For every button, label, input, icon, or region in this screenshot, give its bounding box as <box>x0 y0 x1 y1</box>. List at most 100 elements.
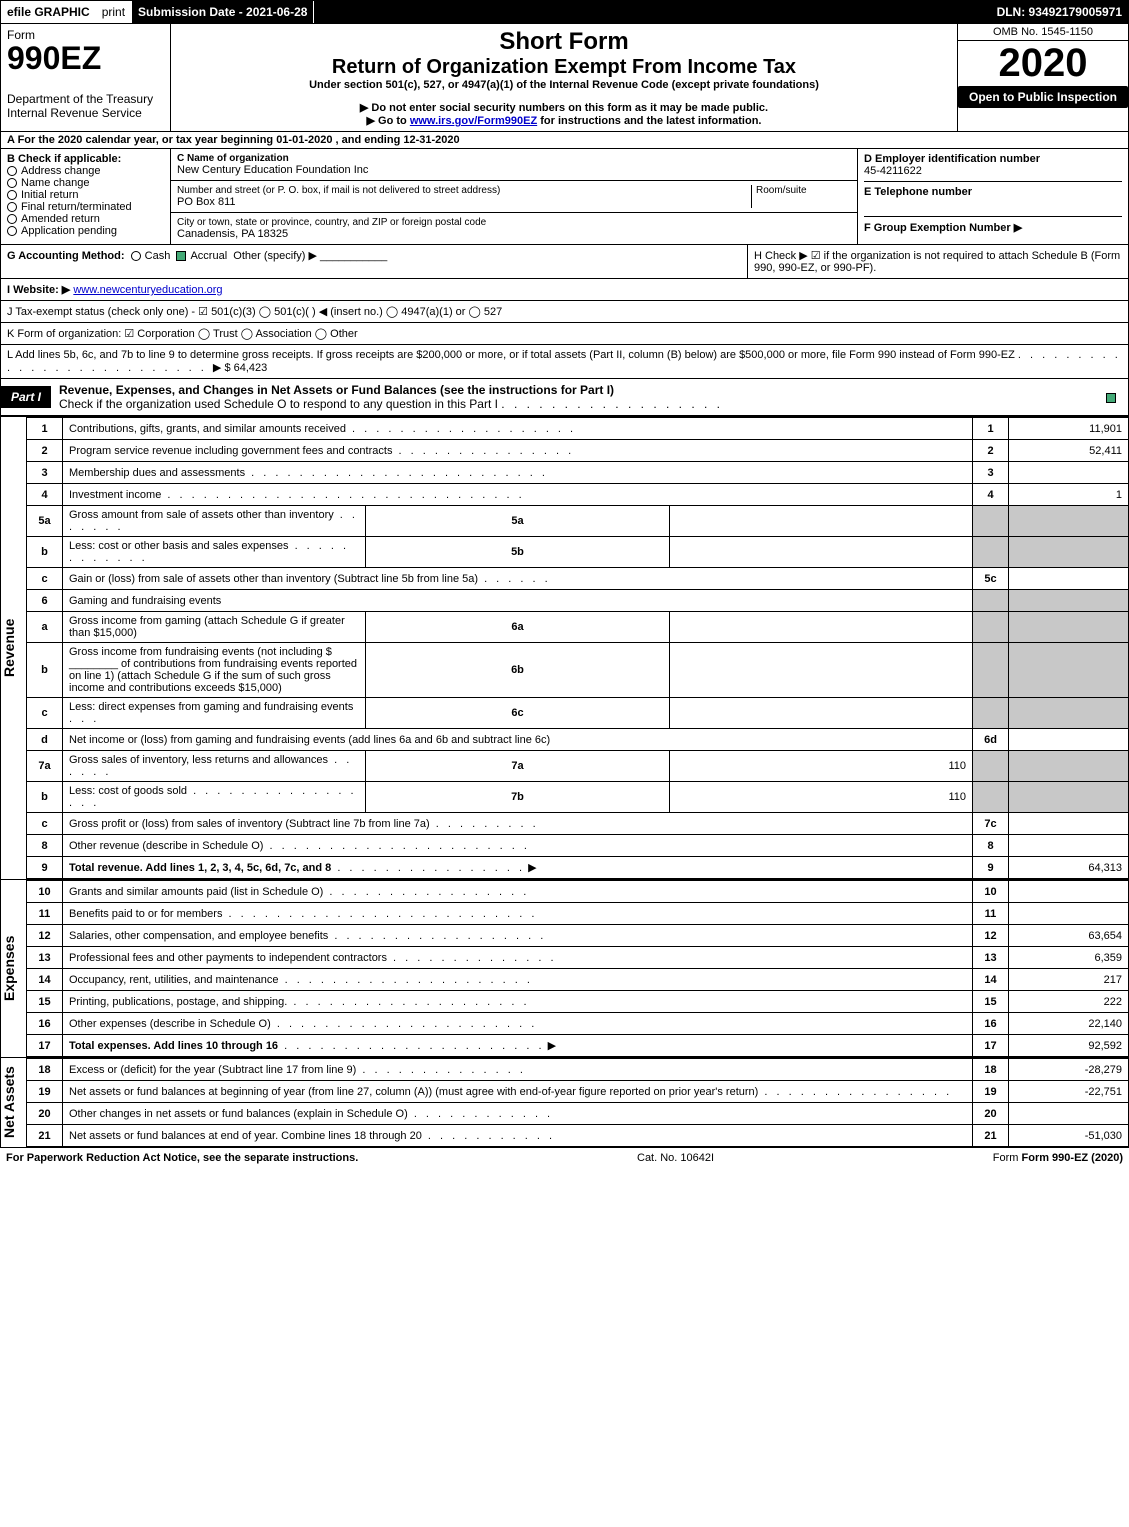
line-21: 21 Net assets or fund balances at end of… <box>27 1125 1129 1147</box>
chk-cash[interactable] <box>131 251 141 261</box>
website-link[interactable]: www.newcenturyeducation.org <box>73 284 222 296</box>
revenue-table: 1 Contributions, gifts, grants, and simi… <box>26 417 1129 879</box>
line-15: 15 Printing, publications, postage, and … <box>27 991 1129 1013</box>
num-2: 2 <box>973 440 1009 462</box>
revenue-vlabel: Revenue <box>0 417 26 879</box>
revenue-section: Revenue 1 Contributions, gifts, grants, … <box>0 416 1129 879</box>
val-9: 64,313 <box>1009 857 1129 879</box>
opt-address-change: Address change <box>21 165 101 177</box>
print-button[interactable]: print <box>96 1 131 23</box>
irs-link[interactable]: www.irs.gov/Form990EZ <box>410 115 537 127</box>
line-16: 16 Other expenses (describe in Schedule … <box>27 1013 1129 1035</box>
subv-5a <box>669 506 972 537</box>
line-18: 18 Excess or (deficit) for the year (Sub… <box>27 1059 1129 1081</box>
ln-15: 15 <box>27 991 63 1013</box>
subv-5b <box>669 537 972 568</box>
chk-name-change[interactable] <box>7 178 17 188</box>
footer-right-bold: Form 990-EZ (2020) <box>1022 1152 1123 1164</box>
ein: 45-4211622 <box>864 165 1122 177</box>
ln-8: 8 <box>27 835 63 857</box>
l-gross-receipts: L Add lines 5b, 6c, and 7b to line 9 to … <box>0 345 1129 379</box>
desc-2: Program service revenue including govern… <box>69 445 392 457</box>
form-header: Form 990EZ Department of the Treasury In… <box>0 24 1129 132</box>
opt-name-change: Name change <box>21 177 90 189</box>
info-grid: B Check if applicable: Address change Na… <box>0 149 1129 245</box>
opt-accrual: Accrual <box>190 250 227 262</box>
val-10 <box>1009 881 1129 903</box>
chk-final-return[interactable] <box>7 202 17 212</box>
desc-6: Gaming and fundraising events <box>63 590 973 612</box>
ln-5b: b <box>27 537 63 568</box>
val-6-grey <box>1009 590 1129 612</box>
desc-12: Salaries, other compensation, and employ… <box>69 930 328 942</box>
line-11: 11 Benefits paid to or for members . . .… <box>27 903 1129 925</box>
num-4: 4 <box>973 484 1009 506</box>
ln-10: 10 <box>27 881 63 903</box>
org-city: Canadensis, PA 18325 <box>177 228 851 240</box>
num-15: 15 <box>973 991 1009 1013</box>
desc-17: Total expenses. Add lines 10 through 16 <box>69 1040 278 1052</box>
sub-6b: 6b <box>366 643 669 698</box>
ln-7a: 7a <box>27 751 63 782</box>
line-8: 8 Other revenue (describe in Schedule O)… <box>27 835 1129 857</box>
desc-19: Net assets or fund balances at beginning… <box>69 1086 758 1098</box>
efile-label: efile GRAPHIC <box>1 1 96 23</box>
part-1-checkbox[interactable] <box>1106 393 1116 403</box>
top-bar: efile GRAPHIC print Submission Date - 20… <box>0 0 1129 24</box>
sub-5a: 5a <box>366 506 669 537</box>
desc-10: Grants and similar amounts paid (list in… <box>69 886 323 898</box>
val-5a-grey <box>1009 506 1129 537</box>
section-def: D Employer identification number 45-4211… <box>858 149 1128 244</box>
ln-16: 16 <box>27 1013 63 1035</box>
val-5c <box>1009 568 1129 590</box>
val-17: 92,592 <box>1009 1035 1129 1057</box>
num-19: 19 <box>973 1081 1009 1103</box>
ln-6d: d <box>27 729 63 751</box>
expenses-section: Expenses 10 Grants and similar amounts p… <box>0 879 1129 1057</box>
num-6-grey <box>973 590 1009 612</box>
num-11: 11 <box>973 903 1009 925</box>
subv-7b: 110 <box>669 782 972 813</box>
h-schedule-b: H Check ▶ ☑ if the organization is not r… <box>748 245 1128 278</box>
netassets-vlabel: Net Assets <box>0 1058 26 1147</box>
num-6c-grey <box>973 698 1009 729</box>
num-5a-grey <box>973 506 1009 537</box>
chk-accrual[interactable] <box>176 251 186 261</box>
val-4: 1 <box>1009 484 1129 506</box>
ln-7c: c <box>27 813 63 835</box>
num-17: 17 <box>973 1035 1009 1057</box>
desc-5a: Gross amount from sale of assets other t… <box>69 509 334 521</box>
chk-application-pending[interactable] <box>7 226 17 236</box>
chk-initial-return[interactable] <box>7 190 17 200</box>
k-form-org: K Form of organization: ☑ Corporation ◯ … <box>0 323 1129 345</box>
chk-address-change[interactable] <box>7 166 17 176</box>
num-12: 12 <box>973 925 1009 947</box>
part-1-label: Part I <box>1 386 51 408</box>
ln-6a: a <box>27 612 63 643</box>
desc-9: Total revenue. Add lines 1, 2, 3, 4, 5c,… <box>69 862 331 874</box>
g-accounting: G Accounting Method: Cash Accrual Other … <box>1 245 748 278</box>
ln-6c: c <box>27 698 63 729</box>
desc-7c: Gross profit or (loss) from sales of inv… <box>69 818 430 830</box>
e-label: E Telephone number <box>864 181 1122 198</box>
num-8: 8 <box>973 835 1009 857</box>
bullet-2-pre: ▶ Go to <box>367 115 410 127</box>
room-suite-label: Room/suite <box>751 185 851 208</box>
num-1: 1 <box>973 418 1009 440</box>
num-13: 13 <box>973 947 1009 969</box>
subv-6c <box>669 698 972 729</box>
ln-17: 17 <box>27 1035 63 1057</box>
line-6b: b Gross income from fundraising events (… <box>27 643 1129 698</box>
num-7a-grey <box>973 751 1009 782</box>
ln-7b: b <box>27 782 63 813</box>
desc-6a: Gross income from gaming (attach Schedul… <box>63 612 366 643</box>
line-1: 1 Contributions, gifts, grants, and simi… <box>27 418 1129 440</box>
num-10: 10 <box>973 881 1009 903</box>
desc-16: Other expenses (describe in Schedule O) <box>69 1018 271 1030</box>
num-7b-grey <box>973 782 1009 813</box>
val-3 <box>1009 462 1129 484</box>
val-19: -22,751 <box>1009 1081 1129 1103</box>
chk-amended-return[interactable] <box>7 214 17 224</box>
ln-11: 11 <box>27 903 63 925</box>
val-6c-grey <box>1009 698 1129 729</box>
